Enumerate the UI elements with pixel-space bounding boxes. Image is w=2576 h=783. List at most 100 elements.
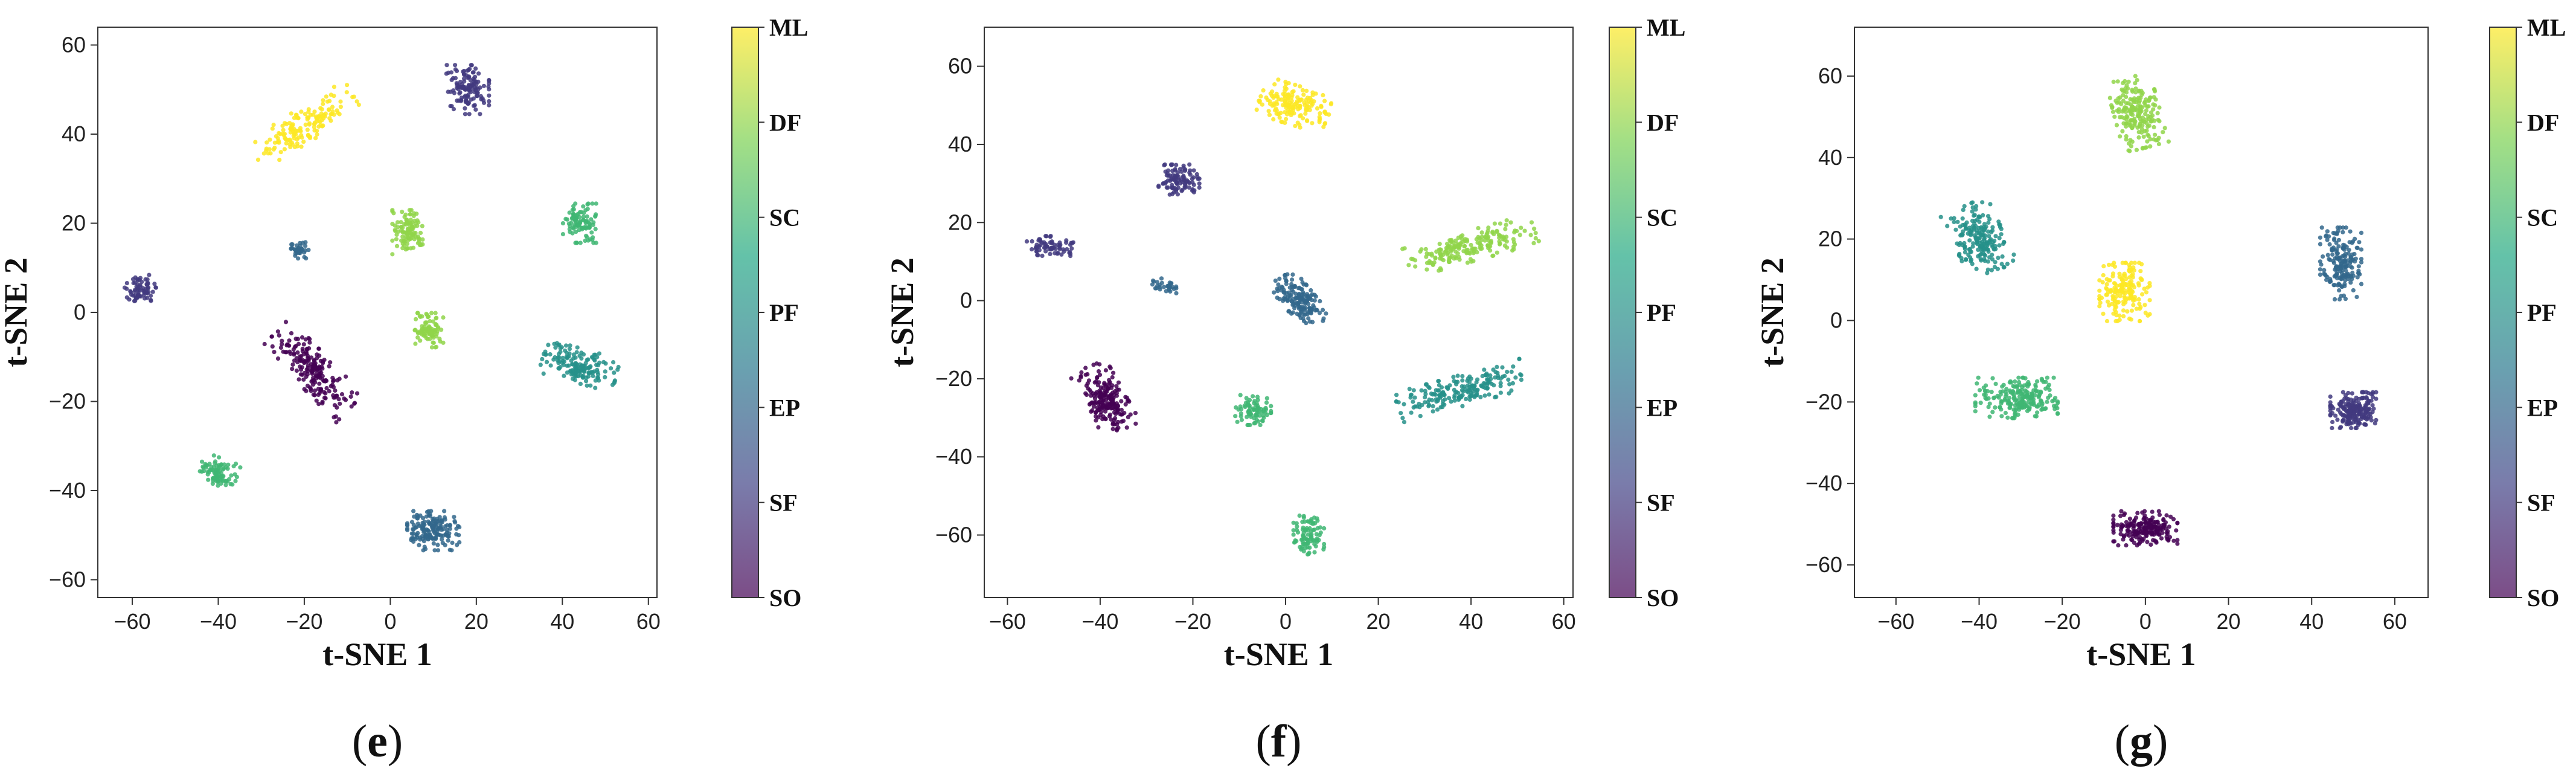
scatter-point [1407, 387, 1412, 392]
scatter-point [428, 532, 432, 537]
scatter-point [429, 345, 435, 350]
scatter-point [1318, 298, 1322, 304]
scatter-point [1488, 373, 1493, 378]
scatter-point [2334, 276, 2340, 280]
scatter-point [2334, 265, 2339, 269]
scatter-point [1256, 419, 1261, 424]
scatter-point [2144, 97, 2148, 102]
scatter-point [2115, 288, 2119, 293]
scatter-point [1513, 375, 1518, 380]
scatter-point [1963, 226, 1968, 231]
scatter-point [1460, 233, 1465, 238]
scatter-point [2351, 288, 2356, 293]
scatter-point [1317, 120, 1322, 124]
scatter-point [1436, 379, 1441, 384]
scatter-point [1985, 259, 1990, 264]
scatter-point [2118, 294, 2123, 298]
scatter-point [332, 395, 336, 400]
colorbar-gradient [1609, 27, 1636, 598]
scatter-point [1272, 82, 1277, 87]
scatter-point [339, 392, 345, 397]
scatter-point [2016, 375, 2021, 380]
scatter-point [580, 218, 586, 222]
scatter-point [423, 320, 428, 325]
scatter-point [2147, 123, 2151, 128]
scatter-point [277, 158, 282, 163]
scatter-point [429, 326, 434, 332]
scatter-point [394, 232, 399, 237]
scatter-point [1478, 395, 1483, 399]
scatter-point [591, 373, 595, 378]
scatter-point [418, 338, 423, 343]
scatter-point [1500, 365, 1505, 370]
scatter-point [287, 338, 292, 343]
x-axis-label: t-SNE 1 [2086, 636, 2196, 672]
scatter-point [433, 311, 438, 315]
scatter-point [1114, 393, 1119, 398]
scatter-point [1988, 202, 1993, 207]
scatter-point [443, 543, 447, 547]
cluster-sf [122, 272, 158, 303]
scatter-point [1983, 388, 1988, 394]
scatter-point [1299, 276, 1304, 282]
scatter-point [2322, 268, 2327, 272]
scatter-point [1437, 242, 1442, 246]
scatter-point [2127, 517, 2132, 521]
scatter-point [2007, 396, 2012, 401]
scatter-point [271, 147, 276, 152]
scatter-point [284, 141, 289, 146]
scatter-point [2124, 137, 2129, 142]
scatter-point [1471, 259, 1476, 263]
scatter-point [565, 350, 569, 355]
scatter-point [1037, 244, 1042, 249]
scatter-point [2110, 105, 2115, 110]
scatter-point [147, 272, 152, 277]
scatter-point [2359, 247, 2364, 252]
scatter-point [2105, 299, 2110, 304]
scatter-point [1989, 268, 1994, 272]
y-axis-label: t-SNE 2 [884, 257, 920, 367]
scatter-point [2145, 104, 2150, 109]
scatter-point [413, 341, 418, 346]
scatter-point [2370, 410, 2375, 414]
scatter-point [275, 329, 280, 334]
scatter-point [2124, 520, 2129, 524]
scatter-point [1970, 224, 1975, 229]
scatter-point [2360, 396, 2365, 401]
scatter-point [313, 366, 318, 371]
scatter-point [1479, 238, 1484, 243]
scatter-point [1289, 299, 1295, 304]
scatter-point [1164, 179, 1168, 185]
scatter-point [2031, 397, 2036, 402]
scatter-point [1293, 82, 1298, 87]
cluster-df [412, 311, 446, 350]
scatter-point [2016, 398, 2020, 403]
scatter-point [1068, 254, 1073, 259]
scatter-point [2356, 423, 2360, 428]
scatter-point [1423, 400, 1427, 405]
scatter-point [292, 115, 296, 120]
scatter-point [472, 78, 477, 83]
scatter-point [1967, 238, 1972, 243]
scatter-point [1175, 192, 1180, 197]
scatter-point [453, 520, 458, 525]
scatter-point [1975, 217, 1979, 222]
colorbar-label: DF [1647, 109, 1679, 136]
scatter-point [422, 529, 427, 533]
scatter-point [2121, 80, 2126, 86]
scatter-point [1402, 402, 1406, 407]
scatter-point [1431, 409, 1435, 414]
scatter-point [216, 483, 220, 488]
scatter-point [1993, 243, 1998, 248]
scatter-point [1990, 410, 1995, 414]
scatter-point [455, 543, 460, 547]
scatter-point [1295, 95, 1300, 100]
scatter-point [1519, 225, 1523, 230]
scatter-point [1297, 297, 1302, 302]
scatter-point [1124, 425, 1129, 430]
scatter-point [585, 214, 589, 219]
scatter-point [1109, 396, 1114, 401]
scatter-point [1252, 420, 1258, 426]
scatter-point [1112, 407, 1117, 411]
scatter-point [1094, 410, 1098, 415]
